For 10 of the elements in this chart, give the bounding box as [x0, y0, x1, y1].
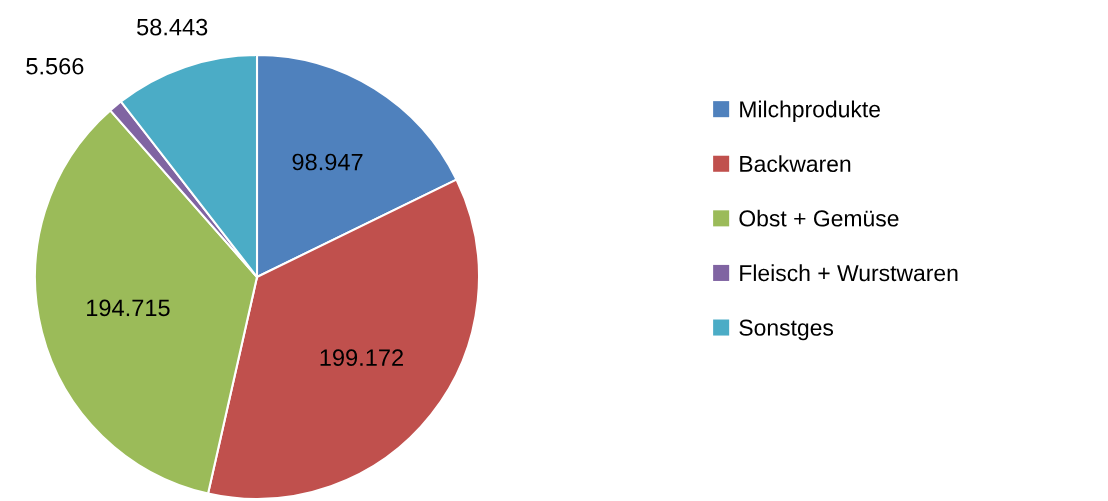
legend-label: Obst + Gemüse: [739, 209, 899, 227]
data-label: 199.172: [320, 349, 403, 366]
legend-label: Milchprodukte: [740, 100, 880, 122]
legend-label: Fleisch + Wurstwaren: [740, 264, 958, 282]
legend-label: Sonstges: [739, 319, 834, 341]
legend-label: Backwaren: [740, 155, 851, 172]
data-label: 98.947: [292, 153, 363, 171]
data-label: 58.443: [137, 18, 208, 36]
data-label: 5.566: [26, 57, 84, 75]
data-label: 194.715: [87, 299, 170, 317]
